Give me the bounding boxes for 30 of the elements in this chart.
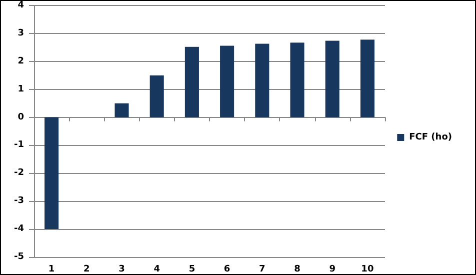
bar xyxy=(44,117,59,230)
x-tick-label: 9 xyxy=(329,264,336,274)
bar xyxy=(360,40,374,118)
x-tick-label: 1 xyxy=(48,264,55,274)
x-tick-label: 10 xyxy=(361,264,374,274)
y-tick-label: 4 xyxy=(18,0,24,10)
bar xyxy=(220,46,234,118)
y-tick-label: -2 xyxy=(14,168,24,178)
y-tick-label: 3 xyxy=(18,28,24,38)
x-tick-label: 2 xyxy=(84,264,90,274)
y-tick-label: 2 xyxy=(18,56,24,66)
y-tick-label: 0 xyxy=(18,112,24,122)
bar xyxy=(255,44,270,118)
x-tick-label: 7 xyxy=(259,264,266,274)
bar xyxy=(184,46,199,118)
x-tick-label: 5 xyxy=(188,264,196,274)
bar xyxy=(290,42,304,118)
y-tick-label: 1 xyxy=(18,84,24,94)
bar xyxy=(114,103,129,118)
x-tick-label: 4 xyxy=(154,264,160,274)
y-tick-label: -5 xyxy=(14,252,24,262)
y-tick-label: -3 xyxy=(14,196,24,206)
y-tick-label: -1 xyxy=(14,140,24,150)
bar xyxy=(150,75,164,118)
legend-label: FCF (ho) xyxy=(409,132,452,142)
x-tick-label: 8 xyxy=(294,264,300,274)
x-tick-label: 6 xyxy=(224,264,230,274)
y-tick-label: -4 xyxy=(14,224,24,234)
bar xyxy=(325,40,340,118)
x-tick-label: 3 xyxy=(118,264,125,274)
